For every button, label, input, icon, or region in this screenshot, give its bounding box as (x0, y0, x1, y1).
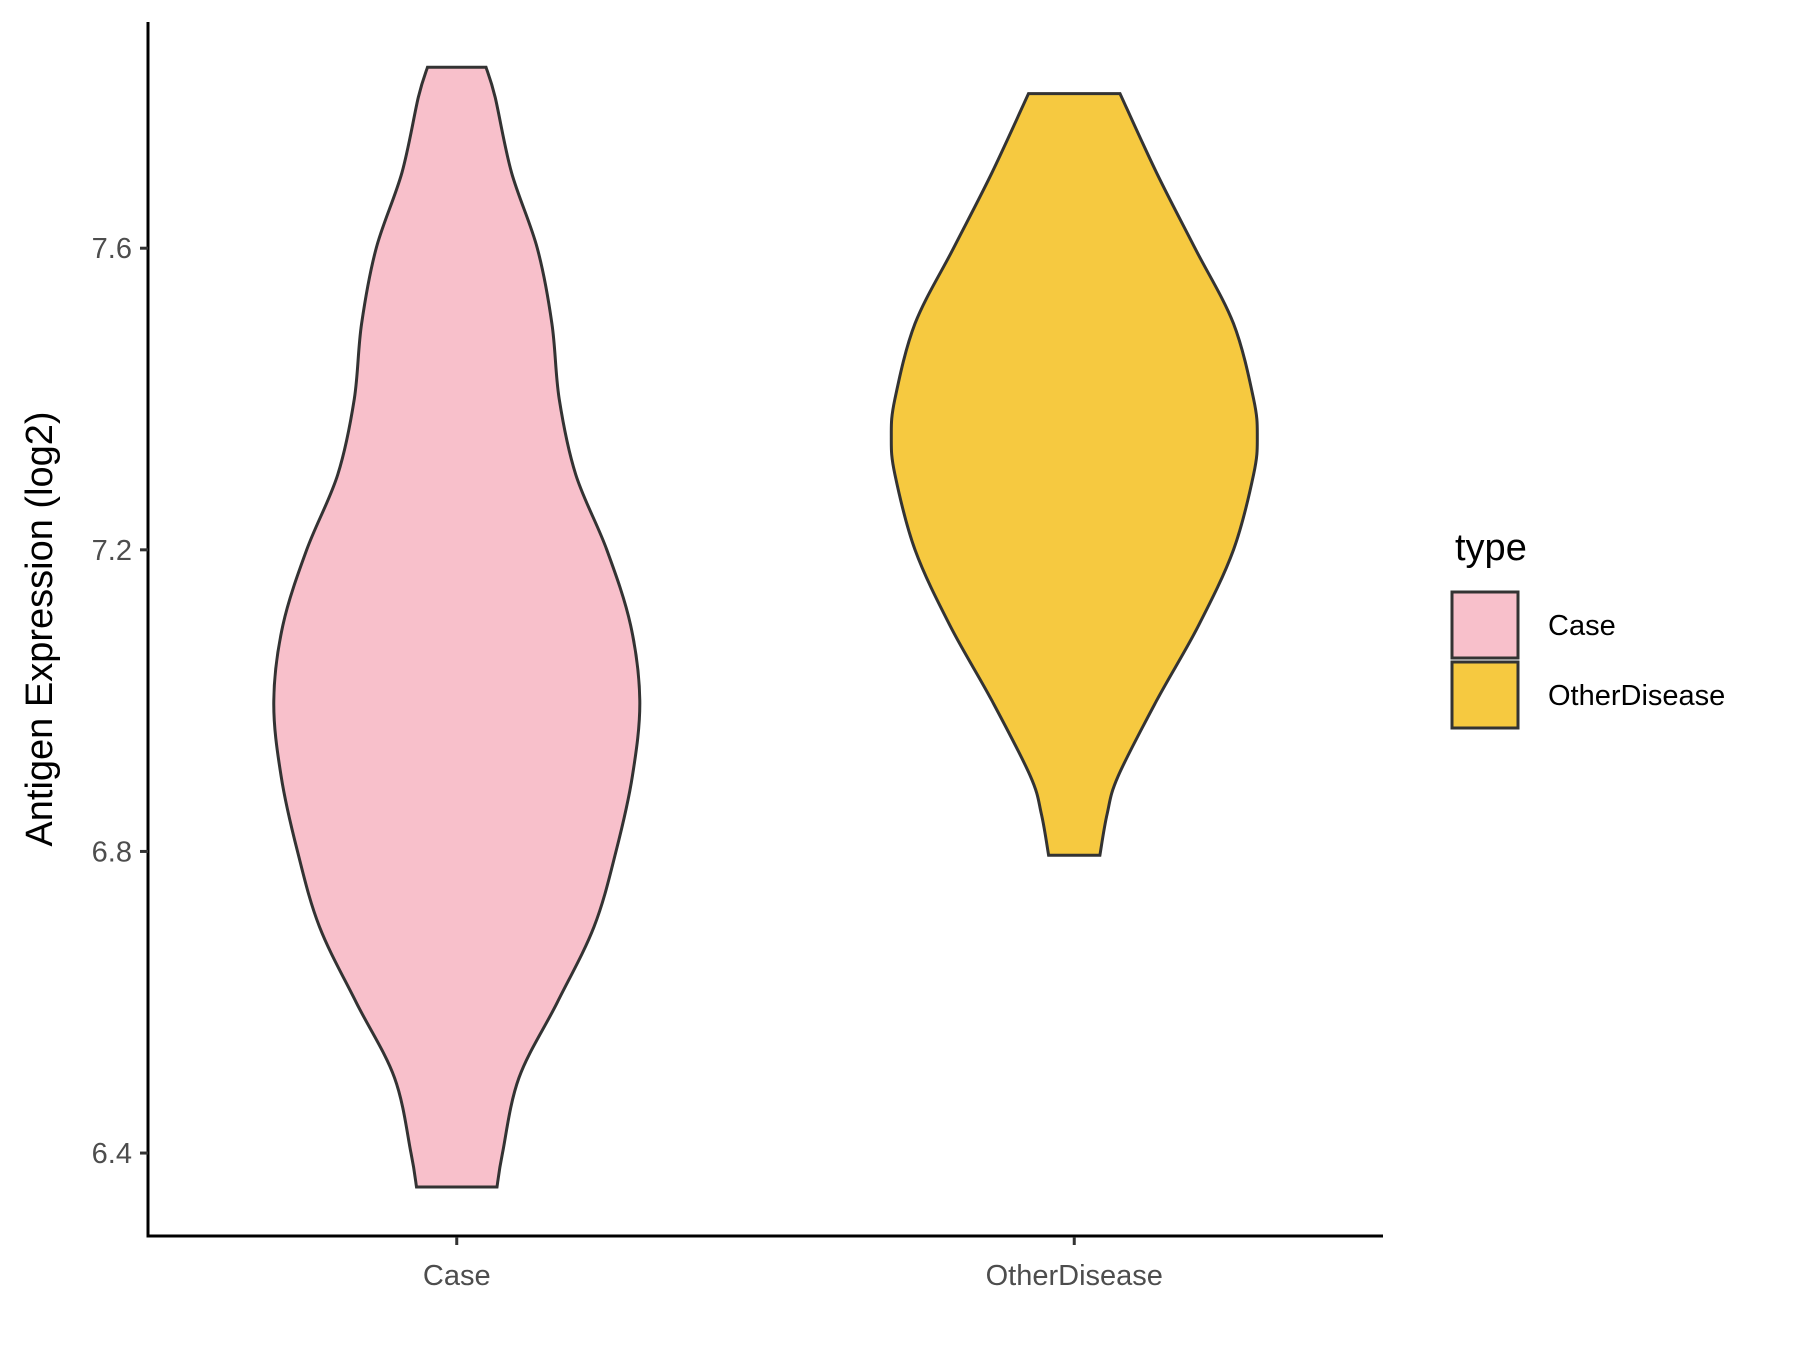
y-axis: 6.4 6.8 7.2 7.6 (92, 22, 150, 1237)
x-tick-label: Case (423, 1260, 491, 1292)
y-tick-label: 7.6 (92, 233, 132, 265)
legend-swatch-case (1450, 590, 1520, 660)
y-axis-title: Antigen Expression (log2) (19, 411, 61, 846)
legend-title: type (1455, 527, 1527, 569)
legend-label-case: Case (1548, 610, 1616, 642)
x-tick-label: OtherDisease (986, 1260, 1163, 1292)
y-tick-label: 7.2 (92, 535, 132, 567)
x-axis: Case OtherDisease (146, 1234, 1383, 1292)
violin-otherdisease (889, 92, 1259, 857)
y-tick-label: 6.8 (92, 836, 132, 868)
violin-case (272, 65, 642, 1189)
legend-swatch-otherdisease (1450, 660, 1520, 730)
y-tick-label: 6.4 (92, 1138, 132, 1170)
legend-label-otherdisease: OtherDisease (1548, 680, 1725, 712)
legend: type Case OtherDisease (1450, 527, 1725, 730)
violins-layer (272, 65, 1259, 1189)
